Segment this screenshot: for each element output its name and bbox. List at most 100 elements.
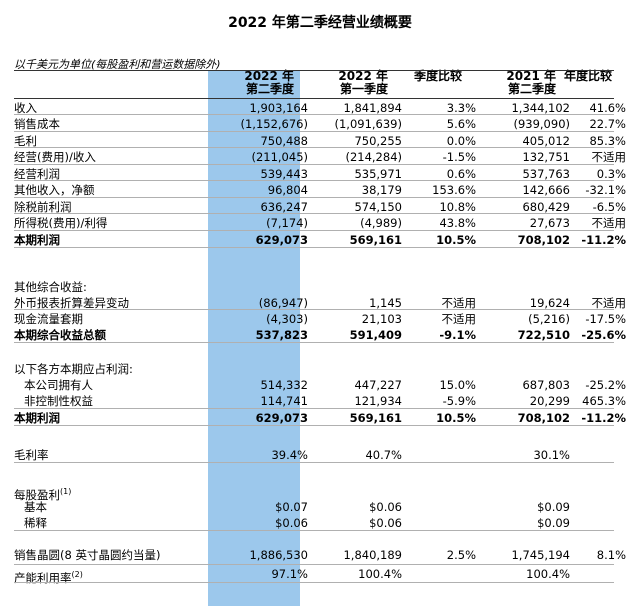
cell-col-4: 537,763: [522, 167, 570, 181]
row-divider: [14, 247, 614, 248]
cell-col-1: 39.4%: [271, 448, 308, 462]
cell-col-3: 0.6%: [446, 167, 476, 181]
cell-col-4: 405,012: [522, 134, 570, 148]
cell-col-1: 114,741: [260, 394, 308, 408]
cell-col-2: (214,284): [345, 150, 402, 164]
cell-col-3: 43.8%: [439, 216, 476, 230]
cell-col-3: -9.1%: [439, 328, 476, 342]
row-label: 毛利: [14, 134, 37, 148]
cell-col-5: 0.3%: [596, 167, 626, 181]
row-label: 除税前利润: [14, 200, 72, 214]
table-row: 本公司拥有人 514,332 447,227 15.0% 687,803 -25.2%: [14, 378, 626, 393]
cell-col-3: 10.5%: [436, 411, 476, 425]
row-divider: [14, 114, 614, 115]
cell-col-5: 85.3%: [589, 134, 626, 148]
table-row: 其他收入，净额 96,804 38,179 153.6% 142,666 -32.1%: [14, 183, 626, 198]
row-label: 其他综合收益:: [14, 280, 87, 294]
row-divider: [14, 425, 614, 426]
cell-col-2: $0.06: [369, 516, 402, 530]
row-divider: [14, 230, 614, 231]
footnote-marker: (1): [60, 487, 72, 496]
table-row: 本期利润 629,073 569,161 10.5% 708,102 -11.2%: [14, 411, 626, 426]
cell-col-1: 97.1%: [271, 567, 308, 581]
cell-col-2: 1,840,189: [343, 548, 402, 562]
cell-col-4: 1,745,194: [511, 548, 570, 562]
cell-col-2: 569,161: [349, 411, 402, 425]
header-border: [14, 98, 614, 99]
cell-col-1: (211,045): [251, 150, 308, 164]
header-2022-q2: 2022 年 第二季度: [210, 70, 294, 96]
cell-col-2: (1,091,639): [334, 117, 402, 131]
row-divider: [14, 582, 614, 583]
cell-col-5: -32.1%: [585, 183, 626, 197]
table-row: 现金流量套期 (4,303) 21,103 不适用 (5,216) -17.5%: [14, 312, 626, 327]
table-row: 以下各方本期应占利润:: [14, 362, 624, 377]
cell-col-3: 不适用: [441, 296, 477, 310]
table-row: 非控制性权益 114,741 121,934 -5.9% 20,299 465.3%: [14, 394, 626, 409]
cell-col-5: -11.2%: [581, 411, 626, 425]
row-label: 非控制性权益: [24, 394, 93, 408]
table-row: 所得税(费用)/利得 (7,174) (4,989) 43.8% 27,673 不适用: [14, 216, 626, 231]
row-divider: [14, 309, 614, 310]
row-divider: [14, 180, 614, 181]
cell-col-1: 750,488: [260, 134, 308, 148]
cell-col-3: 3.3%: [446, 101, 476, 115]
cell-col-1: 1,903,164: [249, 101, 308, 115]
header-line: 年度比较: [563, 69, 612, 83]
row-label: 本公司拥有人: [24, 378, 93, 392]
unit-note: 以千美元为单位(每股盈利和营运数据除外): [14, 58, 221, 71]
table-row: 经营(费用)/收入 (211,045) (214,284) -1.5% 132,751 不…: [14, 150, 626, 165]
row-label: 产能利用率(2): [14, 570, 83, 585]
cell-col-4: 708,102: [517, 411, 570, 425]
table-row: 经营利润 539,443 535,971 0.6% 537,763 0.3%: [14, 167, 626, 182]
cell-col-4: 20,299: [529, 394, 570, 408]
cell-col-1: (7,174): [266, 216, 308, 230]
cell-col-1: 514,332: [260, 378, 308, 392]
cell-col-2: 750,255: [354, 134, 402, 148]
current-quarter-highlight: [208, 70, 300, 606]
table-row: 销售成本 (1,152,676) (1,091,639) 5.6% (939,090) 2…: [14, 117, 626, 132]
cell-col-4: (5,216): [528, 312, 570, 326]
cell-col-2: 100.4%: [358, 567, 402, 581]
row-divider: [14, 164, 614, 165]
row-divider: [14, 408, 614, 409]
header-line: 第一季度: [339, 82, 388, 96]
cell-col-4: 19,624: [529, 296, 570, 310]
header-line: 第二季度: [507, 82, 556, 96]
cell-col-2: 40.7%: [365, 448, 402, 462]
table-row: 产能利用率(2) 97.1% 100.4% 100.4%: [14, 567, 624, 585]
cell-col-3: 10.8%: [439, 200, 476, 214]
cell-col-3: -5.9%: [442, 394, 476, 408]
table-row: 基本 $0.07 $0.06 $0.09: [14, 500, 624, 515]
cell-col-4: 1,344,102: [511, 101, 570, 115]
cell-col-4: 30.1%: [533, 448, 570, 462]
cell-col-3: 10.5%: [436, 233, 476, 247]
cell-col-2: 574,150: [354, 200, 402, 214]
row-label: 本期利润: [14, 233, 60, 247]
table-row: 毛利率 39.4% 40.7% 30.1%: [14, 448, 624, 463]
cell-col-4: 708,102: [517, 233, 570, 247]
table-row: 其他综合收益:: [14, 280, 624, 295]
cell-col-2: 535,971: [354, 167, 402, 181]
cell-col-4: 687,803: [522, 378, 570, 392]
page-title: 2022 年第二季经营业绩概要: [228, 15, 412, 31]
cell-col-1: $0.06: [275, 516, 308, 530]
cell-col-2: 447,227: [354, 378, 402, 392]
row-label: 稀释: [24, 516, 47, 530]
cell-col-2: 21,103: [361, 312, 402, 326]
row-label: 收入: [14, 101, 37, 115]
cell-col-2: 1,841,894: [343, 101, 402, 115]
row-label: 经营(费用)/收入: [14, 150, 96, 164]
header-line: 2022 年: [244, 69, 294, 83]
cell-col-5: -17.5%: [585, 312, 626, 326]
table-row: 销售晶圆(8 英寸晶圆约当量) 1,886,530 1,840,189 2.5% 1,7…: [14, 548, 626, 563]
table-row: 本期利润 629,073 569,161 10.5% 708,102 -11.2%: [14, 233, 626, 248]
cell-col-2: 569,161: [349, 233, 402, 247]
cell-col-3: 2.5%: [446, 548, 476, 562]
row-label: 以下各方本期应占利润:: [14, 362, 133, 376]
cell-col-4: 27,673: [529, 216, 570, 230]
cell-col-5: 41.6%: [589, 101, 626, 115]
header-yoy: 年度比较: [560, 70, 612, 83]
row-divider: [14, 342, 614, 343]
row-label: 本期利润: [14, 411, 60, 425]
